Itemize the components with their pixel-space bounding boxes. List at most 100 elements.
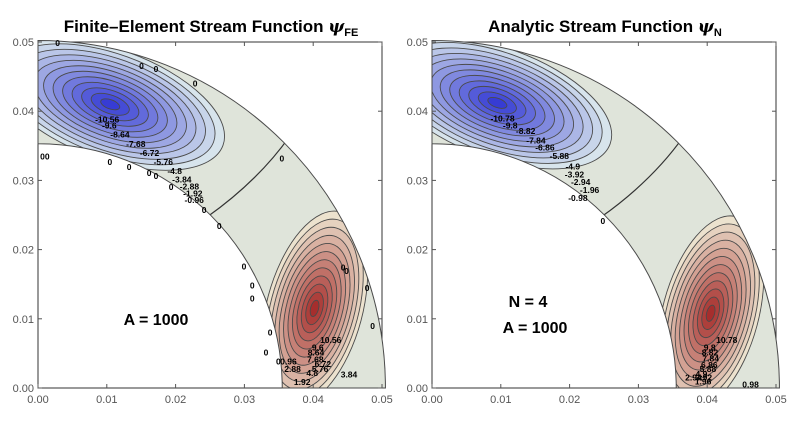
contour-label: 5.76 <box>312 364 329 374</box>
contour-label: 9.6 <box>312 343 324 353</box>
x-tick-label: 0.05 <box>765 394 786 406</box>
domain-boundary <box>37 40 386 389</box>
x-tick-label: 0.05 <box>371 394 392 406</box>
contour-label: -3.92 <box>565 170 585 180</box>
contour-line <box>432 58 575 148</box>
contour-line <box>292 267 338 350</box>
contour-label: 0 <box>250 280 255 290</box>
contour-label: 0 <box>154 171 159 181</box>
contour-labels-fe: -10.56-9.6-8.64-7.68-6.72-5.76-4.8-3.84-… <box>40 38 375 387</box>
y-tick-label: 0.04 <box>407 106 428 118</box>
contour-label: -9.6 <box>102 121 117 131</box>
plot-frame-analytic <box>431 41 777 389</box>
contour-label: 9.8 <box>704 343 716 353</box>
contour-line <box>696 288 725 339</box>
positive-vortex-band <box>706 305 716 322</box>
y-tick-label: 0.03 <box>13 175 34 187</box>
contour-label: 0 <box>139 61 144 71</box>
contour-line <box>90 92 130 116</box>
contour-label: -4.8 <box>167 166 182 176</box>
contour-label: 0 <box>276 356 281 366</box>
contour-line <box>670 239 751 387</box>
annotation-a: A = 1000 <box>503 320 568 337</box>
contour-line <box>278 243 351 374</box>
x-tick-label: 0.02 <box>165 394 186 406</box>
contour-label: -4.9 <box>565 161 580 171</box>
y-tick-label: 0.03 <box>407 175 428 187</box>
contour-label: 0 <box>242 262 247 272</box>
contour-label: 0 <box>370 321 375 331</box>
contour-label: 0 <box>202 205 207 215</box>
x-tick-label: 0.03 <box>628 394 649 406</box>
y-tick-label: 0.01 <box>13 314 34 326</box>
contour-label: 0 <box>344 266 349 276</box>
contour-label: -7.84 <box>526 136 546 146</box>
contour-label: 0 <box>107 157 112 167</box>
contour-line <box>287 259 342 358</box>
contour-label: 0 <box>127 162 132 172</box>
contour-label: 0 <box>341 262 346 272</box>
contour-label: 0 <box>264 347 269 357</box>
y-tick-label: 0.02 <box>13 245 34 257</box>
contour-label: -1.92 <box>183 188 203 198</box>
y-tick-label: 0.05 <box>407 37 428 49</box>
contour-line <box>458 80 536 126</box>
contour-label: -1.96 <box>580 185 600 195</box>
contour-line <box>43 65 178 144</box>
y-tick-label: 0.05 <box>13 37 34 49</box>
contour-label: 8.82 <box>702 347 719 357</box>
contour-label: 0 <box>45 152 50 162</box>
contour-label: 3.84 <box>341 370 358 380</box>
contour-line <box>283 251 347 366</box>
contour-label: -6.86 <box>535 143 555 153</box>
contour-label: -8.82 <box>516 126 536 136</box>
contour-label: 0 <box>279 154 284 164</box>
contour-line <box>705 304 716 322</box>
contour-label: 4.9 <box>696 369 708 379</box>
contour-label: -2.94 <box>571 177 591 187</box>
contour-line <box>62 76 159 133</box>
contour-line <box>38 59 187 149</box>
contour-line <box>487 96 508 109</box>
contour-label: 2.94 <box>685 372 702 382</box>
contour-line <box>432 52 584 153</box>
contour-label: 0 <box>601 216 606 226</box>
contour-label: 1.96 <box>695 377 712 387</box>
title-fe: Finite–Element Stream Function ψFE <box>64 17 359 39</box>
x-tick-label: 0.00 <box>421 394 442 406</box>
contour-label: 7.68 <box>307 354 324 364</box>
x-tick-label: 0.01 <box>490 394 511 406</box>
domain-analytic <box>432 40 780 389</box>
contour-line <box>38 48 206 160</box>
domain-fe <box>38 40 386 389</box>
contour-line <box>468 85 527 120</box>
x-tick-label: 0.00 <box>27 394 48 406</box>
domain-boundary <box>431 40 780 389</box>
contour-label: -2.88 <box>180 181 200 191</box>
axis-ticks-analytic: 0.00 0.01 0.02 0.03 0.04 0.05 0.00 0.01 0.02 0.03… <box>407 37 787 406</box>
contour-line <box>296 275 333 342</box>
contour-line <box>265 218 364 389</box>
contour-label: 0 <box>169 182 174 192</box>
contour-label: -6.72 <box>140 148 160 158</box>
contour-label: -5.76 <box>154 157 174 167</box>
title-analytic: Analytic Stream Function ψN <box>488 17 722 39</box>
y-tick-label: 0.00 <box>13 383 34 395</box>
contour-label: -9.8 <box>503 121 518 131</box>
contour-label: 0 <box>147 168 152 178</box>
zero-contour <box>600 135 685 218</box>
contour-line <box>100 98 121 111</box>
contour-label: 3.92 <box>696 372 713 382</box>
contour-label: -5.88 <box>550 151 570 161</box>
contour-line <box>52 70 168 138</box>
contour-label: 2.88 <box>284 364 301 374</box>
contour-line <box>300 283 329 334</box>
contour-line <box>449 74 546 131</box>
contour-label: 0 <box>250 294 255 304</box>
contour-label: 0 <box>193 78 198 88</box>
contour-label: -8.64 <box>110 129 130 139</box>
contour-label: -10.78 <box>490 114 514 124</box>
x-tick-label: 0.01 <box>96 394 117 406</box>
contour-line <box>81 87 140 122</box>
contour-line <box>679 256 743 371</box>
